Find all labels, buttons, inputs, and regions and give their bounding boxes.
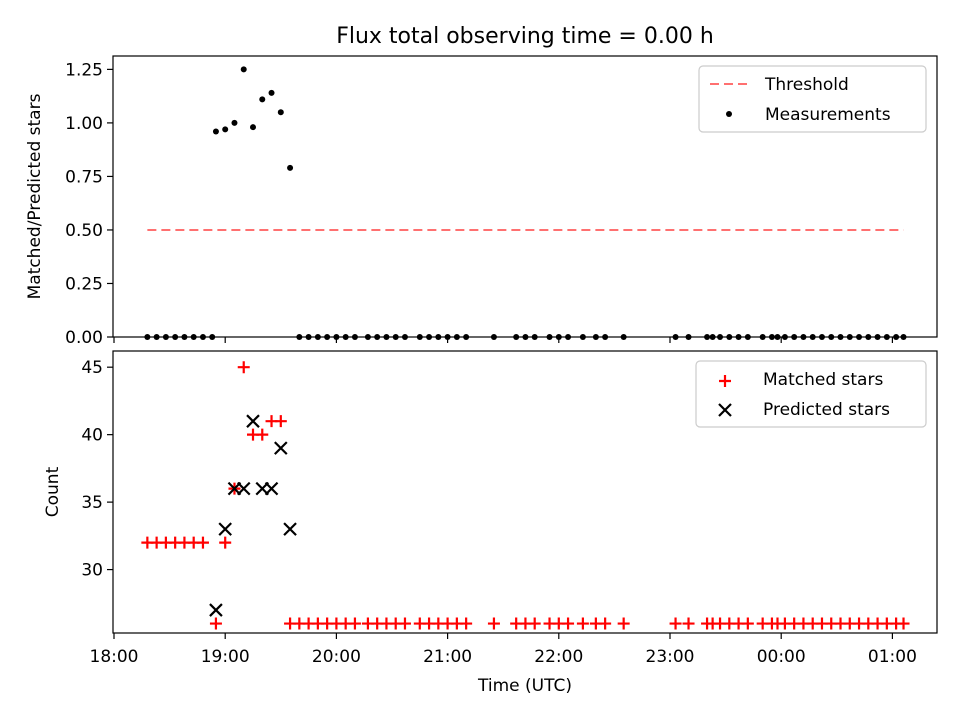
legend-threshold-label: Threshold — [764, 75, 849, 95]
matched-star-point — [237, 361, 250, 374]
legend: Matched stars Predicted stars — [695, 360, 927, 428]
y-tick-label: 1.00 — [65, 114, 103, 134]
axes-frame — [112, 350, 938, 634]
x-tick-label: 20:00 — [312, 647, 361, 667]
x-tick-label: 21:00 — [423, 647, 472, 667]
x-tick-label: 01:00 — [868, 647, 917, 667]
legend: Threshold Measurements — [698, 65, 927, 133]
y-axis-label: Matched/Predicted stars — [25, 93, 45, 299]
measurement-point — [250, 124, 256, 131]
measurement-point — [222, 126, 229, 133]
measurement-point — [212, 128, 219, 135]
legend-box — [695, 360, 927, 428]
x-tick-label: 00:00 — [757, 647, 806, 667]
predicted-star-point — [283, 522, 297, 536]
matched-star-point — [256, 428, 269, 441]
matched-star-point — [528, 617, 541, 630]
measurement-point — [287, 164, 294, 171]
y-tick-label: 1.25 — [65, 60, 103, 80]
top-chart-title: Flux total observing time = 0.00 h — [336, 24, 714, 49]
matched-star-point — [897, 617, 910, 630]
matched-star-point — [274, 415, 287, 428]
x-tick-label: 19:00 — [201, 647, 250, 667]
matched-star-point — [682, 617, 695, 630]
x-tick-label: 18:00 — [90, 647, 139, 667]
matched-star-point — [219, 536, 232, 549]
legend-measurement-swatch — [726, 111, 732, 117]
bottom-panel: 30 35 40 45 18:00 19:00 20:00 21:00 22:00 23:00 00… — [43, 350, 938, 696]
predicted-star-point — [209, 603, 223, 617]
matched-star-point — [599, 617, 612, 630]
measurement-point — [277, 109, 284, 116]
predicted-star-point — [274, 441, 288, 455]
x-axis-label: Time (UTC) — [477, 676, 572, 696]
matched-star-point — [460, 617, 473, 630]
measurement-point — [259, 96, 266, 103]
y-tick-label: 30 — [81, 561, 103, 581]
matched-star-point — [741, 617, 754, 630]
legend-matched-label: Matched stars — [763, 370, 883, 390]
matched-star-point — [669, 617, 682, 630]
y-tick-label: 0.25 — [65, 274, 103, 294]
x-tick-label: 23:00 — [646, 647, 695, 667]
y-axis-label: Count — [43, 466, 63, 517]
legend-box — [698, 65, 927, 133]
y-tick-label: 35 — [81, 493, 103, 513]
predicted-star-point — [246, 414, 260, 428]
legend-predicted-swatch — [718, 403, 732, 417]
axes-frame — [112, 55, 938, 338]
matched-star-point — [398, 617, 411, 630]
top-panel: 0.00 0.25 0.50 0.75 1.00 1.25 Matched/Predicte… — [25, 55, 938, 348]
matched-star-point — [196, 536, 209, 549]
legend-predicted-label: Predicted stars — [763, 400, 890, 420]
y-tick-label: 45 — [81, 358, 103, 378]
y-tick-label: 0.50 — [65, 221, 103, 241]
matched-star-point — [562, 617, 575, 630]
matched-star-point — [348, 617, 361, 630]
legend-matched-swatch — [719, 375, 731, 387]
y-tick-label: 0.00 — [65, 328, 103, 348]
measurement-point — [268, 89, 275, 96]
y-tick-label: 40 — [81, 426, 103, 446]
predicted-star-point — [264, 481, 279, 496]
predicted-star-point — [236, 481, 251, 496]
matched-star-point — [487, 617, 500, 630]
measurement-point — [240, 66, 247, 73]
matched-star-point — [209, 617, 222, 630]
matched-star-point — [576, 617, 589, 630]
measurement-point — [231, 119, 238, 126]
x-tick-label: 22:00 — [534, 647, 583, 667]
y-tick-label: 0.75 — [65, 167, 103, 187]
predicted-star-point — [218, 522, 232, 536]
matched-star-point — [617, 617, 630, 630]
legend-measurement-label: Measurements — [765, 105, 891, 125]
